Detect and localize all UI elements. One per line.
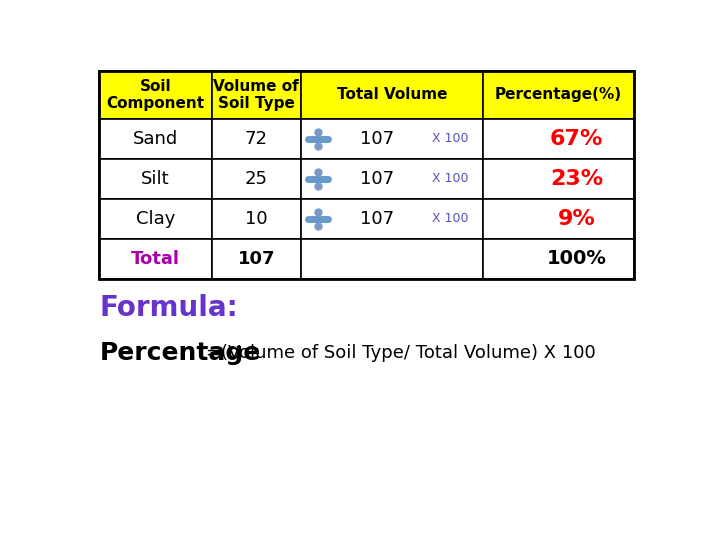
- Text: 67%: 67%: [550, 129, 603, 148]
- Bar: [99, 71, 634, 279]
- Text: Silt: Silt: [141, 170, 170, 188]
- Text: 107: 107: [360, 210, 395, 228]
- Bar: [483, 119, 634, 159]
- Bar: [301, 199, 483, 239]
- Text: 9%: 9%: [558, 209, 595, 229]
- Text: 107: 107: [360, 170, 395, 188]
- Bar: [212, 199, 301, 239]
- Text: 23%: 23%: [550, 169, 603, 189]
- Text: 72: 72: [245, 130, 268, 148]
- Bar: [212, 119, 301, 159]
- Text: Total Volume: Total Volume: [337, 87, 447, 103]
- Text: Sand: Sand: [133, 130, 178, 148]
- Text: 107: 107: [238, 250, 275, 268]
- Text: Soil
Component: Soil Component: [107, 79, 204, 111]
- Text: Clay: Clay: [136, 210, 175, 228]
- Text: 25: 25: [245, 170, 268, 188]
- Bar: [483, 239, 634, 279]
- Text: Total: Total: [131, 250, 180, 268]
- Bar: [483, 71, 634, 119]
- Text: Formula:: Formula:: [99, 294, 238, 322]
- Bar: [301, 159, 483, 199]
- Bar: [212, 71, 301, 119]
- Bar: [301, 71, 483, 119]
- Text: 107: 107: [360, 130, 395, 148]
- Bar: [301, 119, 483, 159]
- Bar: [99, 239, 212, 279]
- Bar: [301, 239, 483, 279]
- Text: 10: 10: [245, 210, 268, 228]
- Text: X 100: X 100: [432, 172, 469, 185]
- Bar: [99, 159, 212, 199]
- Bar: [483, 159, 634, 199]
- Text: Percentage(%): Percentage(%): [495, 87, 622, 103]
- Text: X 100: X 100: [432, 132, 469, 145]
- Text: X 100: X 100: [432, 212, 469, 225]
- Text: 100%: 100%: [546, 249, 606, 268]
- Bar: [99, 119, 212, 159]
- Bar: [212, 159, 301, 199]
- Bar: [483, 199, 634, 239]
- Bar: [99, 199, 212, 239]
- Text: Percentage: Percentage: [99, 341, 261, 365]
- Bar: [212, 239, 301, 279]
- Text: Volume of
Soil Type: Volume of Soil Type: [213, 79, 299, 111]
- Text: =(Volume of Soil Type/ Total Volume) X 100: =(Volume of Soil Type/ Total Volume) X 1…: [206, 344, 596, 362]
- Bar: [99, 71, 212, 119]
